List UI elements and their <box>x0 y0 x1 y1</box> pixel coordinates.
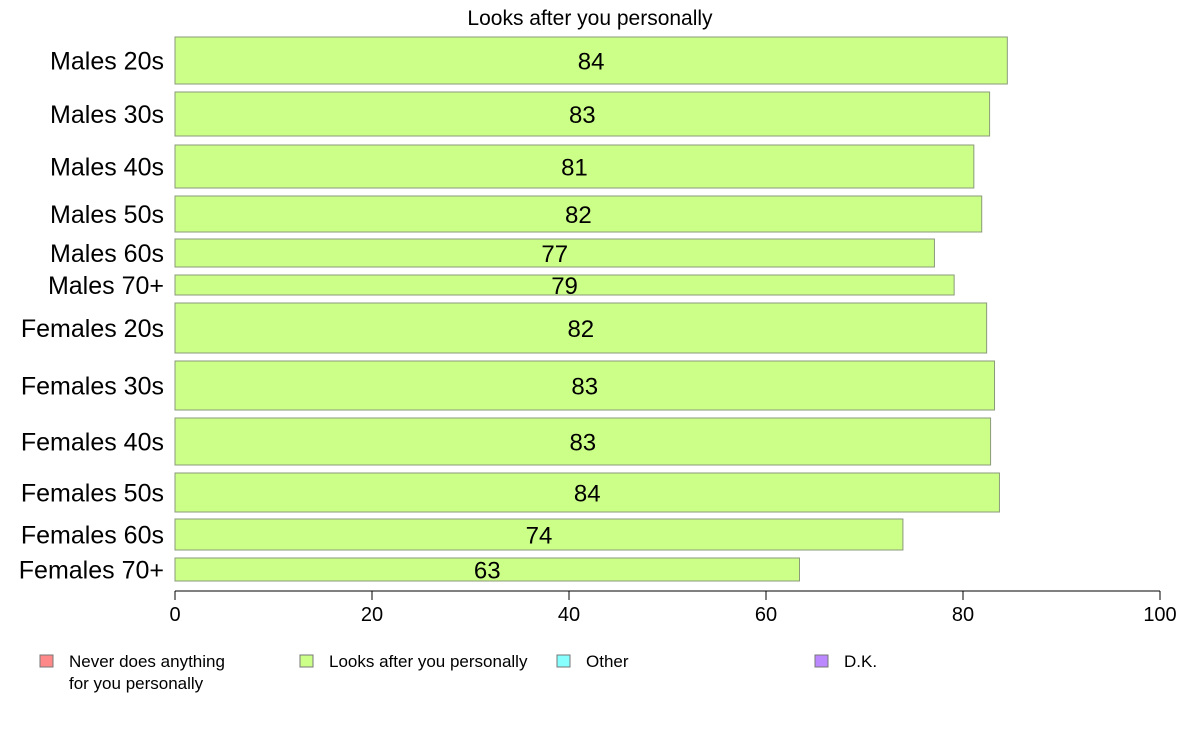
bar-value-label: 83 <box>569 102 596 129</box>
legend-label: for you personally <box>69 674 204 693</box>
legend: Never does anything for you personally Loo… <box>39 652 877 693</box>
legend-label: Other <box>586 652 629 671</box>
legend-label: Never does anything <box>69 652 225 671</box>
category-label: Females 60s <box>21 522 164 550</box>
bar-value-label: 84 <box>574 481 601 508</box>
bar-value-label: 82 <box>567 316 594 343</box>
bar <box>174 417 992 466</box>
legend-swatch <box>556 654 571 668</box>
category-label: Females 40s <box>21 429 164 457</box>
bar-value-label: 84 <box>578 49 605 76</box>
bar <box>174 518 904 551</box>
legend-swatch <box>814 654 829 668</box>
legend-swatch <box>299 654 314 668</box>
bar <box>174 472 1000 513</box>
legend-swatch <box>39 654 54 668</box>
category-label: Males 20s <box>50 48 164 76</box>
bars-group: Males 20s 84 Males 30s 83 Males 40s 81 Males 5… <box>19 36 1008 585</box>
legend-label: D.K. <box>844 652 877 671</box>
bar-value-label: 82 <box>565 202 592 229</box>
bar-value-label: 79 <box>551 273 578 300</box>
category-label: Females 30s <box>21 373 164 401</box>
x-tick-label: 60 <box>755 604 777 626</box>
category-label: Males 60s <box>50 240 164 268</box>
x-tick-label: 100 <box>1143 604 1176 626</box>
chart-title: Looks after you personally <box>467 7 713 30</box>
bar-value-label: 77 <box>541 241 568 268</box>
bar-value-label: 83 <box>571 374 598 401</box>
x-tick-label: 0 <box>169 604 180 626</box>
x-axis: 0 20 40 60 80 100 <box>169 590 1177 626</box>
bar <box>174 195 983 233</box>
bar <box>174 557 800 582</box>
category-label: Males 50s <box>50 201 164 229</box>
category-label: Females 50s <box>21 480 164 508</box>
category-label: Females 70+ <box>19 557 164 585</box>
category-label: Females 20s <box>21 315 164 343</box>
x-tick-label: 20 <box>361 604 383 626</box>
category-label: Males 70+ <box>48 272 164 300</box>
bar-value-label: 63 <box>474 558 501 585</box>
bar <box>174 360 996 411</box>
bar-value-label: 74 <box>526 523 553 550</box>
bar <box>174 91 991 137</box>
x-tick-label: 40 <box>558 604 580 626</box>
bar-value-label: 83 <box>569 430 596 457</box>
bar <box>174 274 955 296</box>
category-label: Males 30s <box>50 101 164 129</box>
bar <box>174 36 1008 85</box>
category-label: Males 40s <box>50 154 164 182</box>
x-tick-label: 80 <box>952 604 974 626</box>
bar <box>174 302 988 354</box>
bar <box>174 144 975 189</box>
bar <box>174 238 935 268</box>
legend-label: Looks after you personally <box>329 652 528 671</box>
bar-value-label: 81 <box>561 155 588 182</box>
